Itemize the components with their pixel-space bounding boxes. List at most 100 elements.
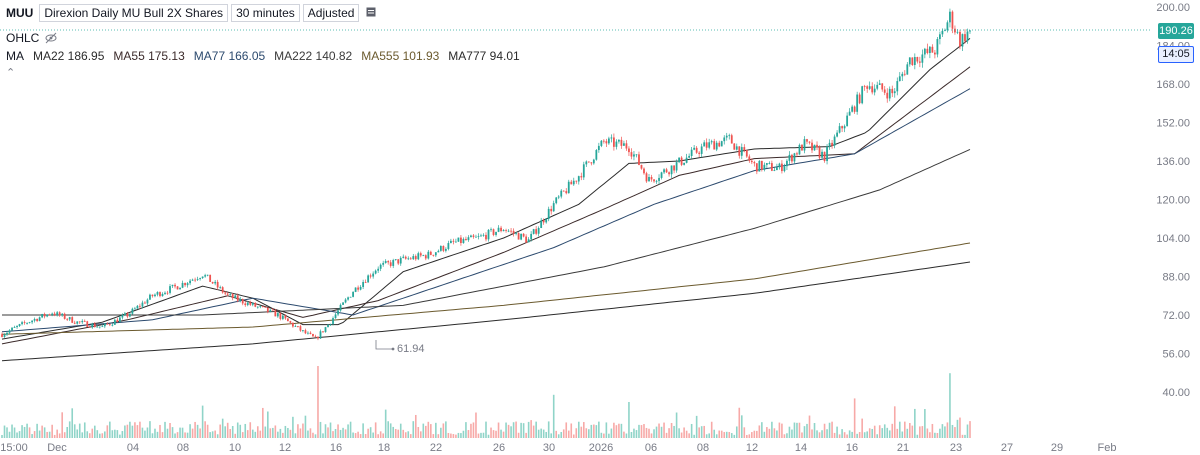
volume-bar xyxy=(572,434,575,438)
candle xyxy=(477,233,480,240)
candle xyxy=(735,143,738,151)
ma-value-5[interactable]: MA777 94.01 xyxy=(448,49,520,63)
candle xyxy=(455,238,457,243)
candle xyxy=(708,138,711,150)
candle xyxy=(281,314,284,321)
ohlc-label[interactable]: OHLC xyxy=(6,31,40,45)
candle xyxy=(149,293,151,301)
time-tick-label: 30 xyxy=(543,442,555,454)
volume-bar xyxy=(658,423,660,438)
time-axis[interactable]: 15:00 Dec 04 08 10 12 16 18 22 26 30 2026 06 08 12 14 16… xyxy=(0,442,1116,454)
volume-bar xyxy=(881,428,884,438)
volume-bar xyxy=(678,428,680,438)
candle xyxy=(382,260,385,267)
volume-bar xyxy=(919,426,921,438)
candle xyxy=(229,292,232,297)
volume-bar xyxy=(226,422,229,438)
candle xyxy=(743,144,746,153)
ma-value-1[interactable]: MA55 175.13 xyxy=(113,49,185,63)
volume-bar xyxy=(833,432,836,438)
candle xyxy=(91,322,94,329)
candle xyxy=(369,273,372,279)
volume-bar xyxy=(317,366,319,438)
candle xyxy=(151,294,154,298)
volume-bar xyxy=(911,425,914,438)
volume-bar xyxy=(510,426,512,438)
candle xyxy=(781,160,783,174)
symbol-label[interactable]: MUU xyxy=(6,6,34,20)
instrument-name[interactable]: Direxion Daily MU Bull 2X Shares xyxy=(39,4,229,22)
volume-bar xyxy=(53,434,56,438)
volume-bar xyxy=(264,426,267,438)
candle xyxy=(189,278,191,286)
volume-bar xyxy=(740,415,743,438)
volume-bar xyxy=(901,431,904,438)
candle xyxy=(460,235,462,246)
volume-bar xyxy=(126,424,129,438)
candle xyxy=(630,148,633,160)
volume-bar xyxy=(936,432,939,438)
candle xyxy=(58,311,61,317)
volume-bar xyxy=(447,432,450,438)
candle xyxy=(587,161,590,163)
candle xyxy=(550,205,553,215)
candle xyxy=(663,168,665,175)
candle xyxy=(241,298,244,306)
data-window-icon[interactable] xyxy=(362,5,380,21)
volume-bar xyxy=(730,433,733,438)
volume-bar xyxy=(16,432,18,438)
ma-value-0[interactable]: MA22 186.95 xyxy=(33,49,105,63)
volume-bar xyxy=(733,434,736,438)
interval-label[interactable]: 30 minutes xyxy=(231,4,300,22)
time-tick-label: Feb xyxy=(1098,442,1117,454)
candlesticks xyxy=(1,8,971,341)
candle xyxy=(174,283,176,289)
price-tick-label: 72.00 xyxy=(1162,310,1190,322)
volume-bar xyxy=(191,428,194,438)
candle xyxy=(791,153,793,164)
volume-bar xyxy=(254,431,257,438)
volume-bar xyxy=(259,430,262,438)
ma-value-2[interactable]: MA77 166.05 xyxy=(193,49,266,63)
volume-bar xyxy=(414,414,417,438)
visibility-eye-icon[interactable] xyxy=(45,32,57,44)
volume-bar xyxy=(710,421,713,438)
candle xyxy=(730,133,733,144)
candle xyxy=(535,226,538,236)
candle xyxy=(289,320,292,324)
candle xyxy=(846,112,849,127)
volume-bar xyxy=(545,431,547,438)
candle xyxy=(951,10,954,34)
candle xyxy=(317,336,319,341)
candle xyxy=(903,70,906,77)
candle xyxy=(567,179,570,194)
volume-bar xyxy=(216,434,219,438)
volume-bar xyxy=(886,427,889,438)
candle xyxy=(154,293,156,298)
candle xyxy=(888,86,891,102)
candle xyxy=(166,290,169,295)
collapse-chevron-icon[interactable]: ⌃ xyxy=(6,67,16,79)
volume-bar xyxy=(751,432,753,438)
volume-bar xyxy=(36,423,38,438)
candle xyxy=(745,149,748,158)
volume-bar xyxy=(41,425,43,438)
ma-label[interactable]: MA xyxy=(6,49,24,63)
ma-value-4[interactable]: MA555 101.93 xyxy=(361,49,440,63)
volume-bar xyxy=(480,432,482,438)
volume-bar xyxy=(174,433,176,438)
candle xyxy=(728,133,731,140)
volume-bar xyxy=(520,422,522,438)
volume-bar xyxy=(806,423,808,438)
volume-bar xyxy=(873,425,876,438)
volume-bar xyxy=(625,433,628,438)
ma-value-3[interactable]: MA222 140.82 xyxy=(274,49,353,63)
candle xyxy=(123,311,126,316)
candle xyxy=(628,146,630,156)
candle xyxy=(600,140,603,148)
volume-bar xyxy=(615,425,618,438)
volume-bar xyxy=(685,430,688,438)
volume-bar xyxy=(430,424,432,438)
adjustment-label[interactable]: Adjusted xyxy=(302,4,360,22)
